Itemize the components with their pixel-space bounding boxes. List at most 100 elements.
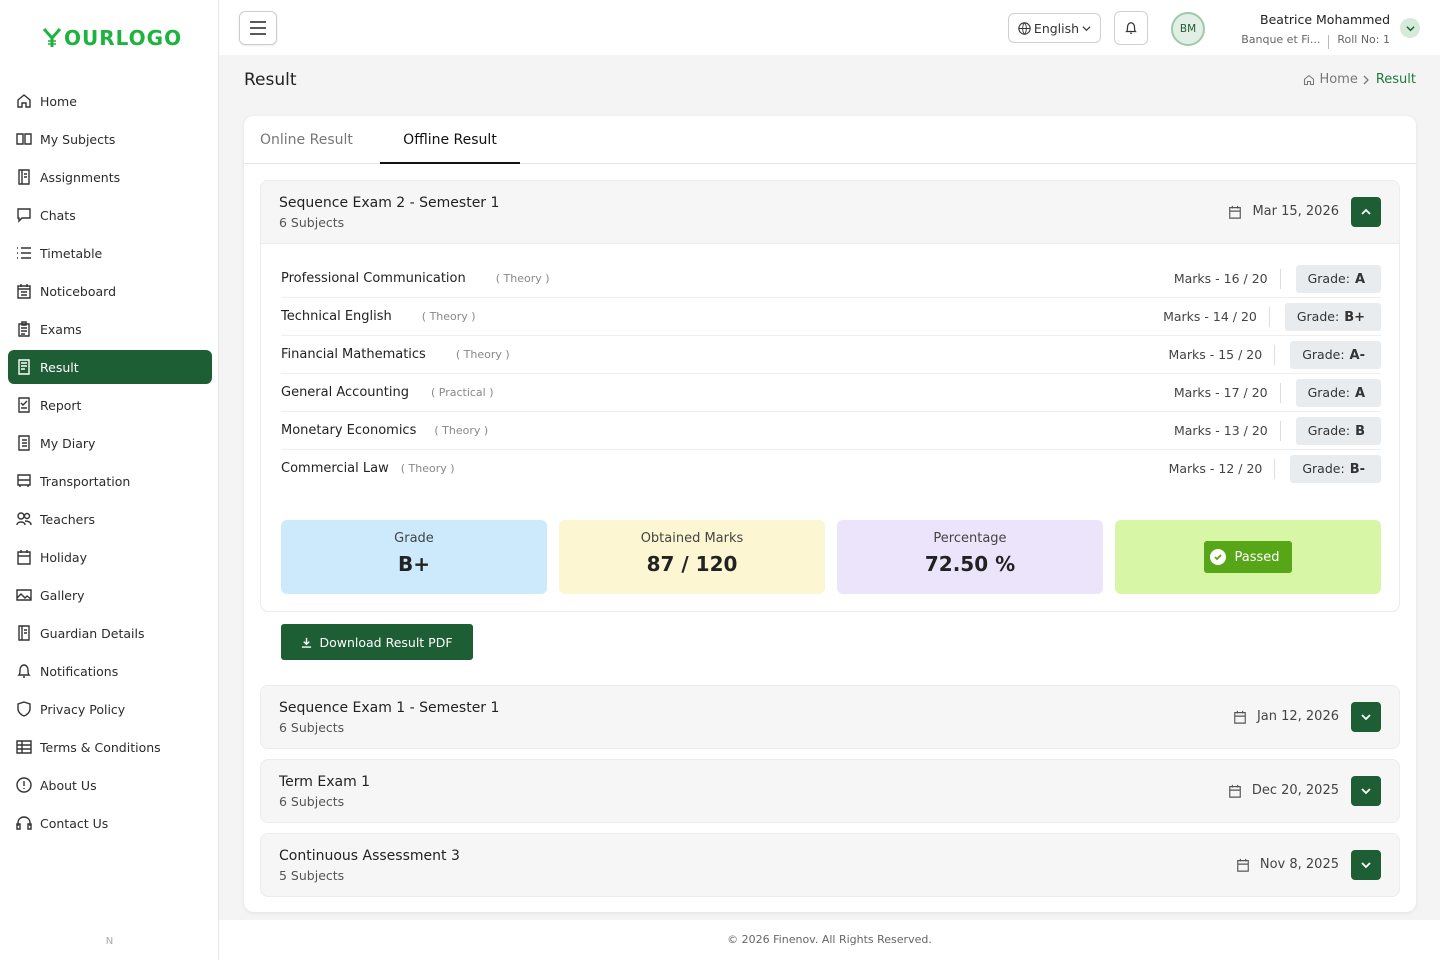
- subject-name: Financial Mathematics: [281, 347, 426, 362]
- logo[interactable]: OURLOGO: [42, 26, 182, 50]
- sidebar-item-label: Teachers: [40, 511, 95, 527]
- sidebar-item-chats[interactable]: Chats: [8, 198, 212, 232]
- exam-header[interactable]: Sequence Exam 1 - Semester 1 6 Subjects …: [261, 686, 1399, 748]
- calendar-icon: [1229, 205, 1242, 219]
- chevron-down-icon: [1405, 25, 1415, 31]
- guardian-book-icon: [16, 625, 32, 641]
- sidebar-item-contact-us[interactable]: Contact Us: [8, 806, 212, 840]
- list-icon: [16, 245, 32, 261]
- check-circle-icon: [1210, 549, 1227, 565]
- shield-icon: [16, 701, 32, 717]
- headset-icon: [16, 815, 32, 831]
- exam-date: Mar 15, 2026: [1228, 204, 1339, 219]
- expand-button[interactable]: [1351, 776, 1381, 806]
- subject-name: Professional Communication: [281, 271, 466, 286]
- people-icon: [16, 511, 32, 527]
- chevron-right-icon: [1363, 75, 1369, 84]
- subject-result: Marks - 14 / 20 Grade: B+: [1163, 303, 1381, 331]
- exam-header[interactable]: Continuous Assessment 3 5 Subjects Nov 8…: [261, 834, 1399, 896]
- book-open-icon: [16, 131, 32, 147]
- sidebar-item-label: Result: [40, 359, 79, 375]
- diary-icon: [16, 435, 32, 451]
- subject-result: Marks - 12 / 20 Grade: B-: [1169, 455, 1381, 483]
- sidebar-item-guardian-details[interactable]: Guardian Details: [8, 616, 212, 650]
- result-tabs: Online Result Offline Result: [244, 116, 1416, 164]
- exam-date-text: Dec 20, 2025: [1251, 783, 1339, 798]
- sidebar-item-timetable[interactable]: Timetable: [8, 236, 212, 270]
- exam-title: Term Exam 1: [279, 774, 371, 790]
- exam-title: Sequence Exam 2 - Semester 1: [279, 195, 500, 211]
- grade-chip: Grade: B-: [1290, 455, 1381, 483]
- sidebar-item-label: Contact Us: [40, 815, 109, 831]
- grade-value: A: [1354, 386, 1365, 401]
- roll-number: Roll No: 1: [1337, 32, 1390, 46]
- sidebar-item-home[interactable]: Home: [8, 84, 212, 118]
- divider: [1328, 35, 1330, 49]
- download-label: Download Result PDF: [319, 634, 453, 650]
- grade-chip: Grade: A: [1295, 379, 1381, 407]
- sidebar-item-exams[interactable]: Exams: [8, 312, 212, 346]
- chat-icon: [16, 207, 32, 223]
- chevron-up-icon: [1361, 208, 1371, 215]
- exam-body: Professional Communication ( Theory ) Mar…: [261, 243, 1399, 660]
- user-menu-toggle[interactable]: [1400, 18, 1420, 38]
- exam-header[interactable]: Sequence Exam 2 - Semester 1 6 Subjects …: [261, 181, 1399, 243]
- sidebar-item-terms-conditions[interactable]: Terms & Conditions: [8, 730, 212, 764]
- tab-online-result[interactable]: Online Result: [260, 132, 353, 148]
- exam-header[interactable]: Term Exam 1 6 Subjects Dec 20, 2025: [261, 760, 1399, 822]
- sidebar-item-result[interactable]: Result: [8, 350, 212, 384]
- sidebar-item-my-diary[interactable]: My Diary: [8, 426, 212, 460]
- sidebar-item-about-us[interactable]: About Us: [8, 768, 212, 802]
- bell-icon: [1125, 22, 1137, 34]
- expand-button[interactable]: [1351, 850, 1381, 880]
- sidebar-item-label: Chats: [40, 207, 76, 223]
- breadcrumb-current: Result: [1375, 72, 1416, 87]
- sidebar-item-notifications[interactable]: Notifications: [8, 654, 212, 688]
- menu-toggle-button[interactable]: [239, 11, 277, 45]
- subject-type: ( Theory ): [495, 272, 550, 285]
- sidebar-item-label: Transportation: [40, 473, 131, 489]
- subject-name-wrap: Professional Communication ( Theory ): [281, 271, 550, 286]
- home-icon: [16, 93, 32, 109]
- notifications-button[interactable]: [1114, 11, 1148, 45]
- summary-grade-value: B+: [397, 552, 430, 576]
- info-icon: [16, 777, 32, 793]
- collapse-button[interactable]: [1351, 197, 1381, 227]
- sidebar-item-report[interactable]: Report: [8, 388, 212, 422]
- download-result-pdf-button[interactable]: Download Result PDF: [281, 624, 473, 660]
- sidebar-item-label: Privacy Policy: [40, 701, 126, 717]
- bus-icon: [16, 473, 32, 489]
- expand-button[interactable]: [1351, 702, 1381, 732]
- tab-offline-result[interactable]: Offline Result: [380, 116, 520, 164]
- sidebar-item-privacy-policy[interactable]: Privacy Policy: [8, 692, 212, 726]
- sidebar-item-transportation[interactable]: Transportation: [8, 464, 212, 498]
- grade-value: B+: [1344, 310, 1365, 325]
- summary-status-card: Passed: [1115, 520, 1381, 594]
- breadcrumb: Home Result: [1303, 72, 1416, 87]
- exam-accordion: Continuous Assessment 3 5 Subjects Nov 8…: [260, 833, 1400, 897]
- sidebar-item-noticeboard[interactable]: Noticeboard: [8, 274, 212, 308]
- subject-marks: Marks - 16 / 20: [1174, 269, 1281, 289]
- sidebar-item-label: Exams: [40, 321, 82, 337]
- bell-icon: [16, 663, 32, 679]
- language-select[interactable]: English: [1008, 13, 1101, 43]
- breadcrumb-home-link[interactable]: Home: [1319, 72, 1358, 87]
- exam-date-text: Jan 12, 2026: [1256, 709, 1339, 724]
- user-program: Banque et Fi...: [1241, 32, 1321, 46]
- grade-value: A-: [1349, 348, 1365, 363]
- chevron-down-icon: [1361, 714, 1371, 721]
- user-meta: Banque et Fi... Roll No: 1: [1241, 29, 1390, 49]
- avatar[interactable]: BM: [1171, 12, 1205, 46]
- sidebar-item-my-subjects[interactable]: My Subjects: [8, 122, 212, 156]
- grade-chip: Grade: B: [1295, 417, 1381, 445]
- grade-label: Grade:: [1296, 309, 1340, 324]
- calendar-icon: [1228, 784, 1241, 798]
- sidebar-item-teachers[interactable]: Teachers: [8, 502, 212, 536]
- sidebar-item-assignments[interactable]: Assignments: [8, 160, 212, 194]
- subject-name: Technical English: [281, 309, 392, 324]
- sidebar-item-gallery[interactable]: Gallery: [8, 578, 212, 612]
- sidebar-item-holiday[interactable]: Holiday: [8, 540, 212, 574]
- sidebar-item-label: Guardian Details: [40, 625, 145, 641]
- exam-subjects-count: 6 Subjects: [279, 215, 345, 230]
- result-summary: Grade B+ Obtained Marks 87 / 120 Percent…: [281, 520, 1381, 594]
